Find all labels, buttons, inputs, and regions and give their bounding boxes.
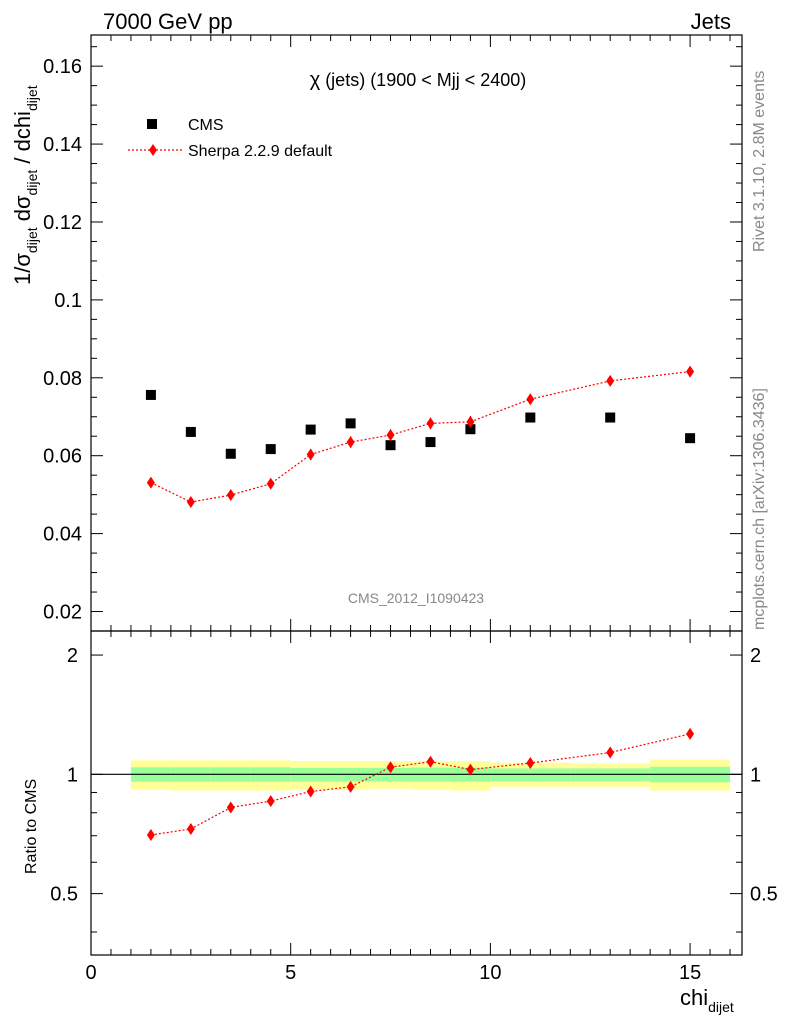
mc-point xyxy=(266,477,275,490)
ratio-mc-point xyxy=(186,822,195,835)
ratio-data xyxy=(146,727,695,841)
cms-point xyxy=(225,448,236,459)
mc-point xyxy=(306,448,315,461)
mc-point xyxy=(186,496,195,509)
ratio-mc-point xyxy=(606,746,615,759)
ratio-frame xyxy=(90,630,743,956)
ratio-mc-point xyxy=(426,755,435,768)
ratio-mc-point xyxy=(146,828,155,841)
ratio-mc-point xyxy=(526,757,535,770)
legend-mc-marker xyxy=(149,144,157,156)
y-tick-label: 0.16 xyxy=(43,56,82,78)
x-axis-label: chidijet xyxy=(680,985,734,1015)
mcplots-label: mcplots.cern.ch [arXiv:1306.3436] xyxy=(751,388,768,630)
x-tick-label: 0 xyxy=(85,962,96,984)
cms-point xyxy=(265,444,276,455)
ratio-y-tick-label-right: 1 xyxy=(750,764,761,786)
ratio-mc-point xyxy=(346,780,355,793)
mc-point xyxy=(686,365,695,378)
ratio-mc-point xyxy=(226,801,235,814)
ratio-mc-point xyxy=(466,763,475,776)
y-tick-label: 0.14 xyxy=(43,134,82,156)
cms-point xyxy=(385,440,396,451)
cms-point xyxy=(465,424,476,435)
ratio-y-tick-label: 0.5 xyxy=(50,884,78,906)
legend-cms-marker xyxy=(147,119,157,129)
mc-point xyxy=(386,429,395,442)
y-tick-label: 0.12 xyxy=(43,212,82,234)
ratio-y-tick-label: 2 xyxy=(67,645,78,667)
header-right: Jets xyxy=(691,9,731,34)
cms-point xyxy=(305,424,316,435)
legend-mc-label: Sherpa 2.2.9 default xyxy=(188,143,333,160)
mc-line xyxy=(150,370,691,503)
ratio-panel: 0 5 10 15 0.5 0.5 1 1 2 2 Ratio to CMS xyxy=(23,630,778,984)
ratio-mc-point xyxy=(686,727,695,740)
cms-point xyxy=(685,433,696,444)
cms-point xyxy=(345,418,356,429)
cms-point xyxy=(145,389,156,400)
mc-point xyxy=(606,374,615,387)
analysis-watermark: CMS_2012_I1090423 xyxy=(348,590,484,606)
mc-point xyxy=(146,476,155,489)
main-axis-ticks: 0.02 0.04 0.06 0.08 0.1 0.12 0.14 0.16 xyxy=(43,35,742,631)
y-tick-label: 0.08 xyxy=(43,368,82,390)
rivet-version-label: Rivet 3.1.10, 2.8M events xyxy=(751,71,768,252)
mc-point xyxy=(526,393,535,406)
header-left: 7000 GeV pp xyxy=(103,9,233,34)
mc-point xyxy=(226,489,235,502)
ratio-mc-point xyxy=(386,761,395,774)
y-tick-label: 0.02 xyxy=(43,602,82,624)
ratio-axis-ticks: 0 5 10 15 0.5 0.5 1 1 2 2 xyxy=(50,631,778,984)
cms-point xyxy=(525,412,536,423)
mc-point xyxy=(466,415,475,428)
x-tick-label: 15 xyxy=(679,962,701,984)
ratio-y-tick-label-right: 2 xyxy=(750,645,761,667)
ratio-y-tick-label-right: 0.5 xyxy=(750,884,778,906)
x-tick-label: 10 xyxy=(479,962,501,984)
ratio-y-tick-label: 1 xyxy=(67,764,78,786)
y-tick-label: 0.04 xyxy=(43,524,82,546)
mc-point xyxy=(346,436,355,449)
y-axis-label: 1/σdijet dσdijet / dchidijet xyxy=(10,85,40,285)
ratio-mc-point xyxy=(266,795,275,808)
plot-title: χ (jets) (1900 < Mjj < 2400) xyxy=(310,69,527,91)
y-tick-label: 0.06 xyxy=(43,446,82,468)
cms-point xyxy=(185,426,196,437)
legend: CMS Sherpa 2.2.9 default xyxy=(128,117,333,160)
cms-point xyxy=(605,412,616,423)
ratio-y-axis-label: Ratio to CMS xyxy=(23,779,40,874)
cms-point xyxy=(425,437,436,448)
ratio-mc-point xyxy=(306,785,315,798)
mc-point xyxy=(426,417,435,430)
ratio-mc-line xyxy=(150,733,691,836)
main-data xyxy=(145,365,696,509)
legend-cms-label: CMS xyxy=(188,117,224,134)
main-panel: 0.02 0.04 0.06 0.08 0.1 0.12 0.14 0.16 χ (jets)… xyxy=(10,34,743,632)
x-tick-label: 5 xyxy=(285,962,296,984)
y-tick-label: 0.1 xyxy=(54,290,82,312)
